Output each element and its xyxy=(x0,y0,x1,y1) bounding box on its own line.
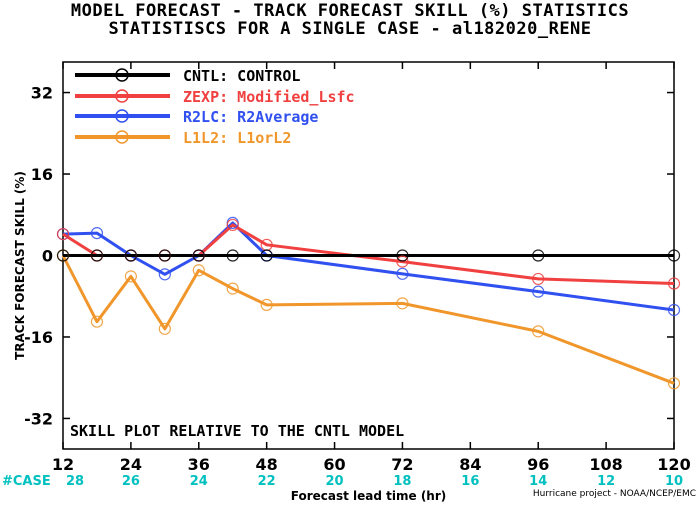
series-marker-3 xyxy=(192,264,205,277)
y-tick-label: -32 xyxy=(24,409,53,428)
y-tick-label: 0 xyxy=(42,247,53,266)
legend-marker-1 xyxy=(115,89,129,103)
case-count: 14 xyxy=(529,474,547,489)
x-tick-label: 108 xyxy=(589,455,622,474)
case-count: 22 xyxy=(258,474,276,489)
series-marker-0 xyxy=(667,249,681,262)
y-tick-label: -16 xyxy=(24,328,53,347)
series-marker-0 xyxy=(56,249,70,262)
series-marker-1 xyxy=(396,255,409,268)
series-marker-0 xyxy=(396,249,409,262)
legend-label-2: R2LC: R2Average xyxy=(183,108,318,126)
x-tick-label: 84 xyxy=(459,455,481,474)
y-tick-label: 16 xyxy=(31,165,53,184)
case-label: #CASE xyxy=(2,474,51,489)
x-tick-label: 72 xyxy=(391,455,413,474)
series-line-2 xyxy=(62,221,675,312)
series-marker-1 xyxy=(532,272,545,286)
legend-label-3: L1L2: L1orL2 xyxy=(183,129,291,147)
series-marker-2 xyxy=(396,267,409,280)
case-count: 12 xyxy=(597,474,615,489)
x-tick-label: 12 xyxy=(52,455,74,474)
y-axis-label: TRACK FORECAST SKILL (%) xyxy=(13,171,27,360)
case-count: 20 xyxy=(326,474,344,489)
x-tick-label: 36 xyxy=(188,455,210,474)
series-marker-3 xyxy=(396,297,409,310)
series-marker-1 xyxy=(667,277,681,290)
series-marker-3 xyxy=(226,282,239,295)
series-marker-3 xyxy=(532,325,545,338)
chart-title: MODEL FORECAST - TRACK FORECAST SKILL (%… xyxy=(70,1,630,21)
series-marker-2 xyxy=(667,303,681,317)
series-line-3 xyxy=(61,254,675,385)
series-marker-2 xyxy=(158,268,171,281)
x-tick-label: 96 xyxy=(527,455,549,474)
x-tick-label: 120 xyxy=(657,455,690,474)
series-marker-2 xyxy=(90,226,104,240)
x-tick-label: 24 xyxy=(120,455,142,474)
legend-label-1: ZEXP: Modified_Lsfc xyxy=(183,88,355,106)
credit-text: Hurricane project - NOAA/NCEP/EMC xyxy=(532,489,696,499)
series-marker-0 xyxy=(260,249,273,262)
chart-subtitle: STATISTISCS FOR A SINGLE CASE - al182020… xyxy=(108,19,592,39)
skill-annotation: SKILL PLOT RELATIVE TO THE CNTL MODEL xyxy=(70,422,404,440)
legend-marker-2 xyxy=(115,109,129,123)
x-axis-label: Forecast lead time (hr) xyxy=(291,489,447,503)
series-marker-3 xyxy=(260,298,273,311)
y-tick-label: 32 xyxy=(31,84,53,103)
series-marker-3 xyxy=(158,322,171,335)
series-marker-1 xyxy=(56,228,70,241)
series-marker-3 xyxy=(667,377,681,390)
series-marker-0 xyxy=(124,249,137,262)
x-tick-label: 48 xyxy=(256,455,278,474)
series-marker-2 xyxy=(532,285,545,298)
legend-marker-0 xyxy=(115,68,129,82)
case-count: 10 xyxy=(665,474,683,489)
x-tick-label: 60 xyxy=(323,455,345,474)
series-marker-0 xyxy=(90,249,104,262)
case-count: 18 xyxy=(393,474,411,489)
series-marker-0 xyxy=(192,249,205,262)
legend-label-0: CNTL: CONTROL xyxy=(183,67,300,85)
case-count: 24 xyxy=(190,474,208,489)
case-count: 26 xyxy=(122,474,140,489)
case-count: 16 xyxy=(461,474,479,489)
series-marker-3 xyxy=(124,270,137,283)
series-marker-0 xyxy=(226,249,239,262)
legend-marker-3 xyxy=(115,130,129,144)
case-count: 28 xyxy=(66,474,84,489)
series-marker-0 xyxy=(532,249,545,262)
series-marker-3 xyxy=(90,315,104,328)
series-marker-1 xyxy=(226,218,239,232)
series-marker-0 xyxy=(158,249,171,262)
